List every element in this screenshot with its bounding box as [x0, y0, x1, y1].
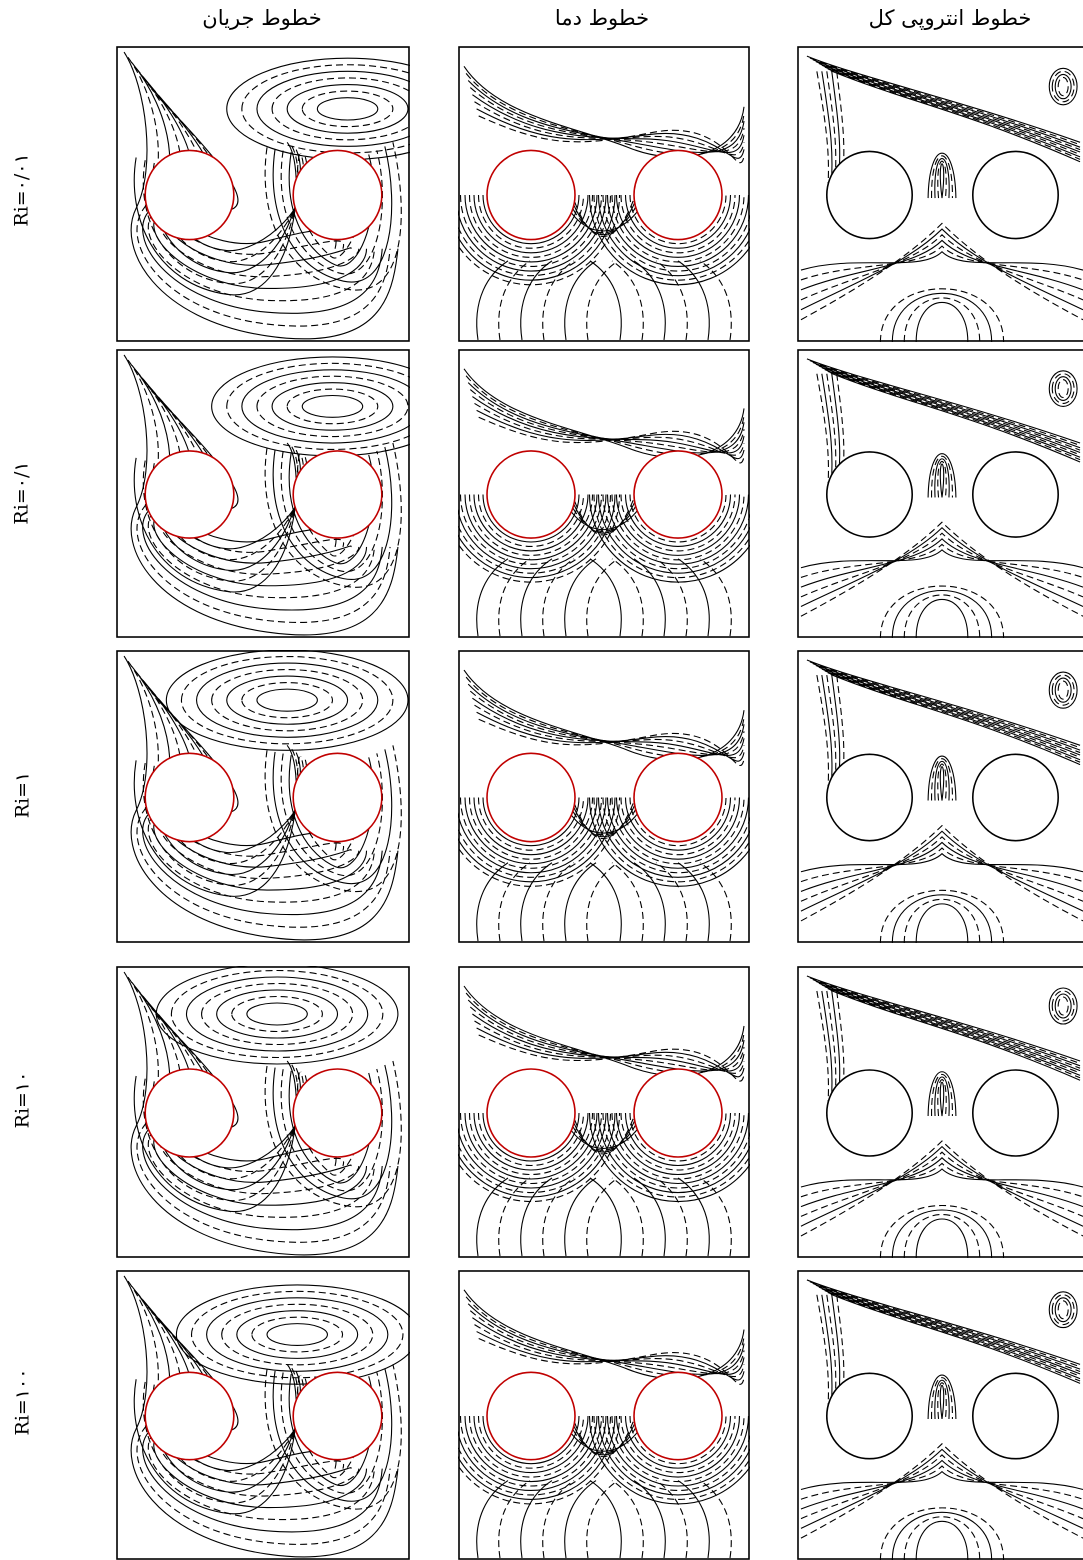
isotherms-panel-row3: [458, 966, 750, 1258]
entropy-panel-row0: [797, 46, 1083, 342]
row-label-3: Ri=۱۰: [11, 1071, 33, 1129]
streamlines-panel-row2: [116, 650, 410, 943]
column-title-streamlines: خطوط جریان: [202, 6, 322, 30]
isotherms-panel-row4: [458, 1270, 750, 1560]
panel-frame: [116, 1270, 410, 1560]
panel-frame: [797, 966, 1083, 1258]
entropy-panel-row3: [797, 966, 1083, 1258]
streamlines-panel-row4: [116, 1270, 410, 1560]
panel-frame: [458, 46, 750, 342]
panel-frame: [116, 966, 410, 1258]
streamlines-panel-row0: [116, 46, 410, 342]
row-label-1: Ri=۰/۱: [11, 461, 33, 525]
isotherms-panel-row0: [458, 46, 750, 342]
entropy-panel-row1: [797, 349, 1083, 638]
column-title-entropy: خطوط انتروپی کل: [868, 6, 1032, 30]
panel-frame: [797, 349, 1083, 638]
isotherms-panel-row1: [458, 349, 750, 638]
panel-frame: [797, 46, 1083, 342]
panel-frame: [797, 650, 1083, 943]
panel-frame: [458, 349, 750, 638]
row-label-0: Ri=۰/۰۱: [11, 153, 34, 227]
entropy-panel-row4: [797, 1270, 1083, 1560]
panel-frame: [116, 349, 410, 638]
panel-frame: [458, 650, 750, 943]
row-label-2: Ri=۱: [11, 771, 34, 819]
panel-frame: [116, 46, 410, 342]
panel-frame: [458, 1270, 750, 1560]
panel-frame: [116, 650, 410, 943]
column-title-isotherms: خطوط دما: [554, 6, 650, 30]
isotherms-panel-row2: [458, 650, 750, 943]
streamlines-panel-row1: [116, 349, 410, 638]
row-label-4: Ri=۱۰۰: [11, 1368, 34, 1436]
streamlines-panel-row3: [116, 966, 410, 1258]
panel-frame: [458, 966, 750, 1258]
panel-frame: [797, 1270, 1083, 1560]
entropy-panel-row2: [797, 650, 1083, 943]
